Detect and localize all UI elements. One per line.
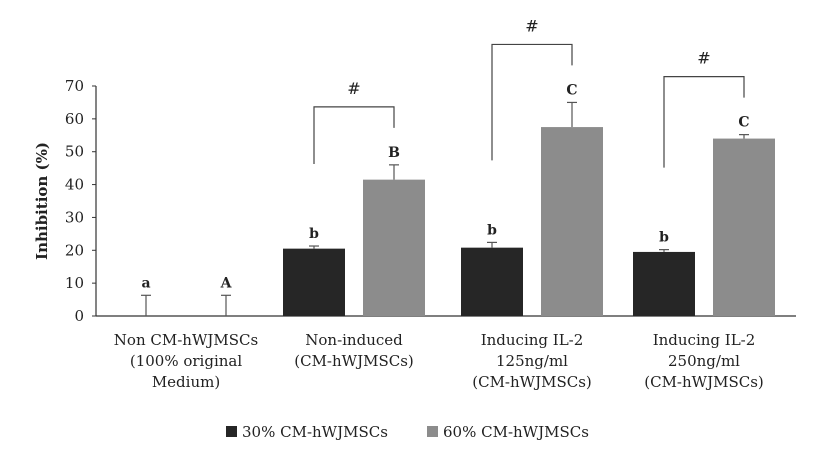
legend-swatch: [226, 426, 237, 437]
significance-letter: A: [220, 275, 233, 291]
bar: [363, 179, 425, 316]
x-tick-label: (CM-hWJMSCs): [294, 352, 414, 370]
legend-label: 30% CM-hWJMSCs: [242, 423, 388, 441]
x-tick-label: 250ng/ml: [668, 352, 740, 370]
significance-letter: b: [487, 222, 497, 238]
significance-hash: #: [347, 79, 360, 98]
legend-label: 60% CM-hWJMSCs: [443, 423, 589, 441]
x-tick-label: Medium): [152, 373, 220, 391]
legend-swatch: [427, 426, 438, 437]
significance-bracket: [313, 106, 395, 165]
y-tick-label: 70: [65, 77, 84, 95]
bar: [541, 127, 603, 316]
x-tick-label: Non-induced: [305, 331, 403, 349]
x-tick-label: (CM-hWJMSCs): [472, 373, 592, 391]
significance-bracket: [663, 76, 745, 168]
significance-hash: #: [697, 49, 710, 68]
bar: [713, 138, 775, 316]
significance-bracket: [491, 43, 573, 161]
bar: [633, 251, 695, 316]
y-tick-label: 40: [65, 176, 84, 194]
y-tick-label: 60: [65, 110, 84, 128]
significance-letter: C: [566, 82, 577, 98]
y-tick-label: 30: [65, 208, 84, 226]
bar: [461, 247, 523, 316]
significance-letter: C: [738, 115, 749, 131]
y-tick-label: 0: [74, 307, 84, 325]
bar: [283, 248, 345, 316]
x-tick-label: Non CM-hWJMSCs: [114, 331, 258, 349]
significance-letter: b: [309, 226, 319, 242]
y-tick-label: 10: [65, 274, 84, 292]
y-tick-label: 50: [65, 143, 84, 161]
y-tick-label: 20: [65, 241, 84, 259]
x-tick-label: 125ng/ml: [496, 352, 568, 370]
x-tick-label: (CM-hWJMSCs): [644, 373, 764, 391]
significance-letter: b: [659, 230, 669, 246]
significance-letter: a: [141, 275, 150, 291]
significance-letter: B: [388, 145, 400, 161]
x-tick-label: Inducing IL-2: [653, 331, 756, 349]
x-tick-label: Inducing IL-2: [481, 331, 584, 349]
y-axis-title: Inhibition (%): [33, 142, 51, 260]
significance-hash: #: [525, 16, 538, 35]
x-tick-label: (100% original: [130, 352, 243, 370]
